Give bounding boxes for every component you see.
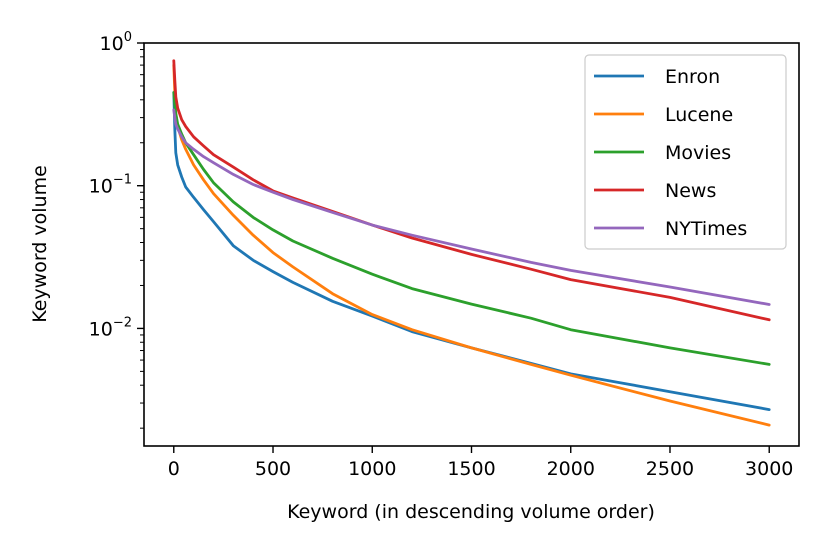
y-axis-label: Keyword volume — [29, 165, 51, 323]
series-layer — [172, 59, 771, 427]
x-axis-label: Keyword (in descending volume order) — [287, 501, 655, 523]
legend-box — [584, 54, 787, 250]
series-line-movies — [172, 91, 771, 366]
legend-label-movies: Movies — [665, 142, 731, 164]
legend-label-enron: Enron — [665, 66, 720, 88]
y-tick-label: 10−1 — [89, 173, 132, 198]
x-tick-label: 0 — [168, 458, 180, 480]
x-tick-label: 1500 — [447, 458, 495, 480]
x-tick-label: 1000 — [348, 458, 396, 480]
legend-label-news: News — [665, 180, 716, 202]
x-tick-label: 2500 — [646, 458, 694, 480]
y-tick-label: 10−2 — [89, 315, 132, 340]
series-line-nytimes — [172, 108, 771, 306]
x-tick-label: 2000 — [547, 458, 595, 480]
y-tick-label: 100 — [100, 30, 132, 55]
series-line-news — [172, 59, 771, 322]
legend: Enron Lucene Movies News NYTimes — [584, 54, 787, 250]
x-tick-label: 500 — [255, 458, 291, 480]
legend-label-lucene: Lucene — [665, 104, 733, 126]
legend-label-nytimes: NYTimes — [665, 218, 747, 240]
x-tick-label: 3000 — [745, 458, 793, 480]
y-axis: 100 10−1 10−2 — [89, 30, 144, 429]
x-axis: 0 500 1000 1500 2000 2500 3000 — [168, 446, 793, 480]
